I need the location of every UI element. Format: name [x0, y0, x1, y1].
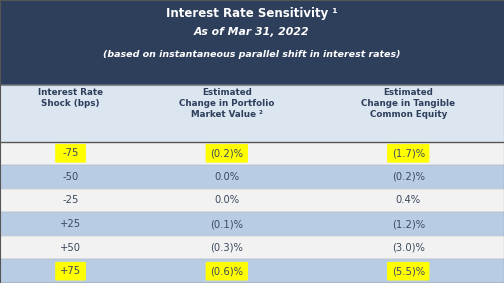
Text: 0.0%: 0.0% [214, 172, 239, 182]
FancyBboxPatch shape [206, 262, 248, 280]
Text: +75: +75 [60, 266, 81, 276]
Text: +25: +25 [60, 219, 81, 229]
FancyBboxPatch shape [387, 262, 429, 280]
Text: Interest Rate
Shock (bps): Interest Rate Shock (bps) [38, 88, 103, 108]
Bar [0, 236, 504, 260]
Text: (0.1)%: (0.1)% [210, 219, 243, 229]
Text: (3.0)%: (3.0)% [392, 243, 425, 253]
Bar [0, 165, 504, 189]
Text: (1.2)%: (1.2)% [392, 219, 425, 229]
Text: (0.6)%: (0.6)% [210, 266, 243, 276]
FancyBboxPatch shape [55, 262, 86, 280]
FancyBboxPatch shape [206, 144, 248, 163]
Text: -75: -75 [62, 148, 79, 158]
Text: Estimated
Change in Tangible
Common Equity: Estimated Change in Tangible Common Equi… [361, 88, 455, 119]
FancyBboxPatch shape [55, 144, 86, 163]
Text: Estimated
Change in Portfolio
Market Value ²: Estimated Change in Portfolio Market Val… [179, 88, 275, 119]
Text: (1.7)%: (1.7)% [392, 148, 425, 158]
Text: 0.0%: 0.0% [214, 196, 239, 205]
Text: As of Mar 31, 2022: As of Mar 31, 2022 [194, 27, 310, 37]
Bar [0, 260, 504, 283]
Text: (0.2)%: (0.2)% [392, 172, 425, 182]
Bar [0, 212, 504, 236]
FancyBboxPatch shape [387, 144, 429, 163]
Bar [0, 142, 504, 165]
Text: (based on instantaneous parallel shift in interest rates): (based on instantaneous parallel shift i… [103, 50, 401, 59]
Text: 0.4%: 0.4% [396, 196, 421, 205]
Text: (5.5)%: (5.5)% [392, 266, 425, 276]
Text: (0.3)%: (0.3)% [210, 243, 243, 253]
Text: -25: -25 [62, 196, 79, 205]
Text: (0.2)%: (0.2)% [210, 148, 243, 158]
Text: -50: -50 [62, 172, 79, 182]
Bar [0, 0, 504, 85]
Text: +50: +50 [60, 243, 81, 253]
Text: Interest Rate Sensitivity ¹: Interest Rate Sensitivity ¹ [166, 7, 338, 20]
Bar [0, 189, 504, 212]
Bar [0, 85, 504, 142]
